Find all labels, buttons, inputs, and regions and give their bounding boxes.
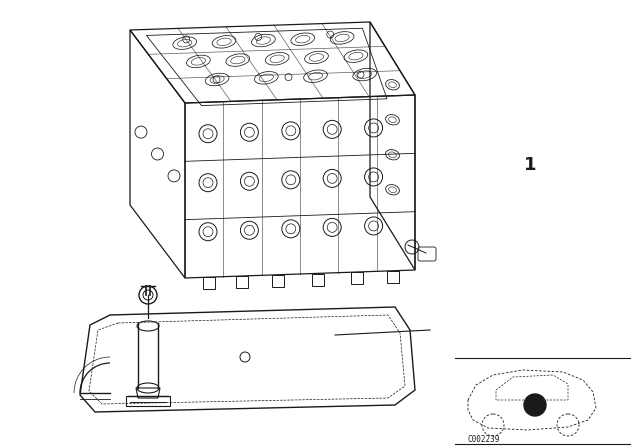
Text: C002239: C002239: [467, 435, 499, 444]
Text: 1: 1: [524, 156, 536, 174]
Circle shape: [139, 286, 157, 304]
Circle shape: [524, 394, 546, 416]
